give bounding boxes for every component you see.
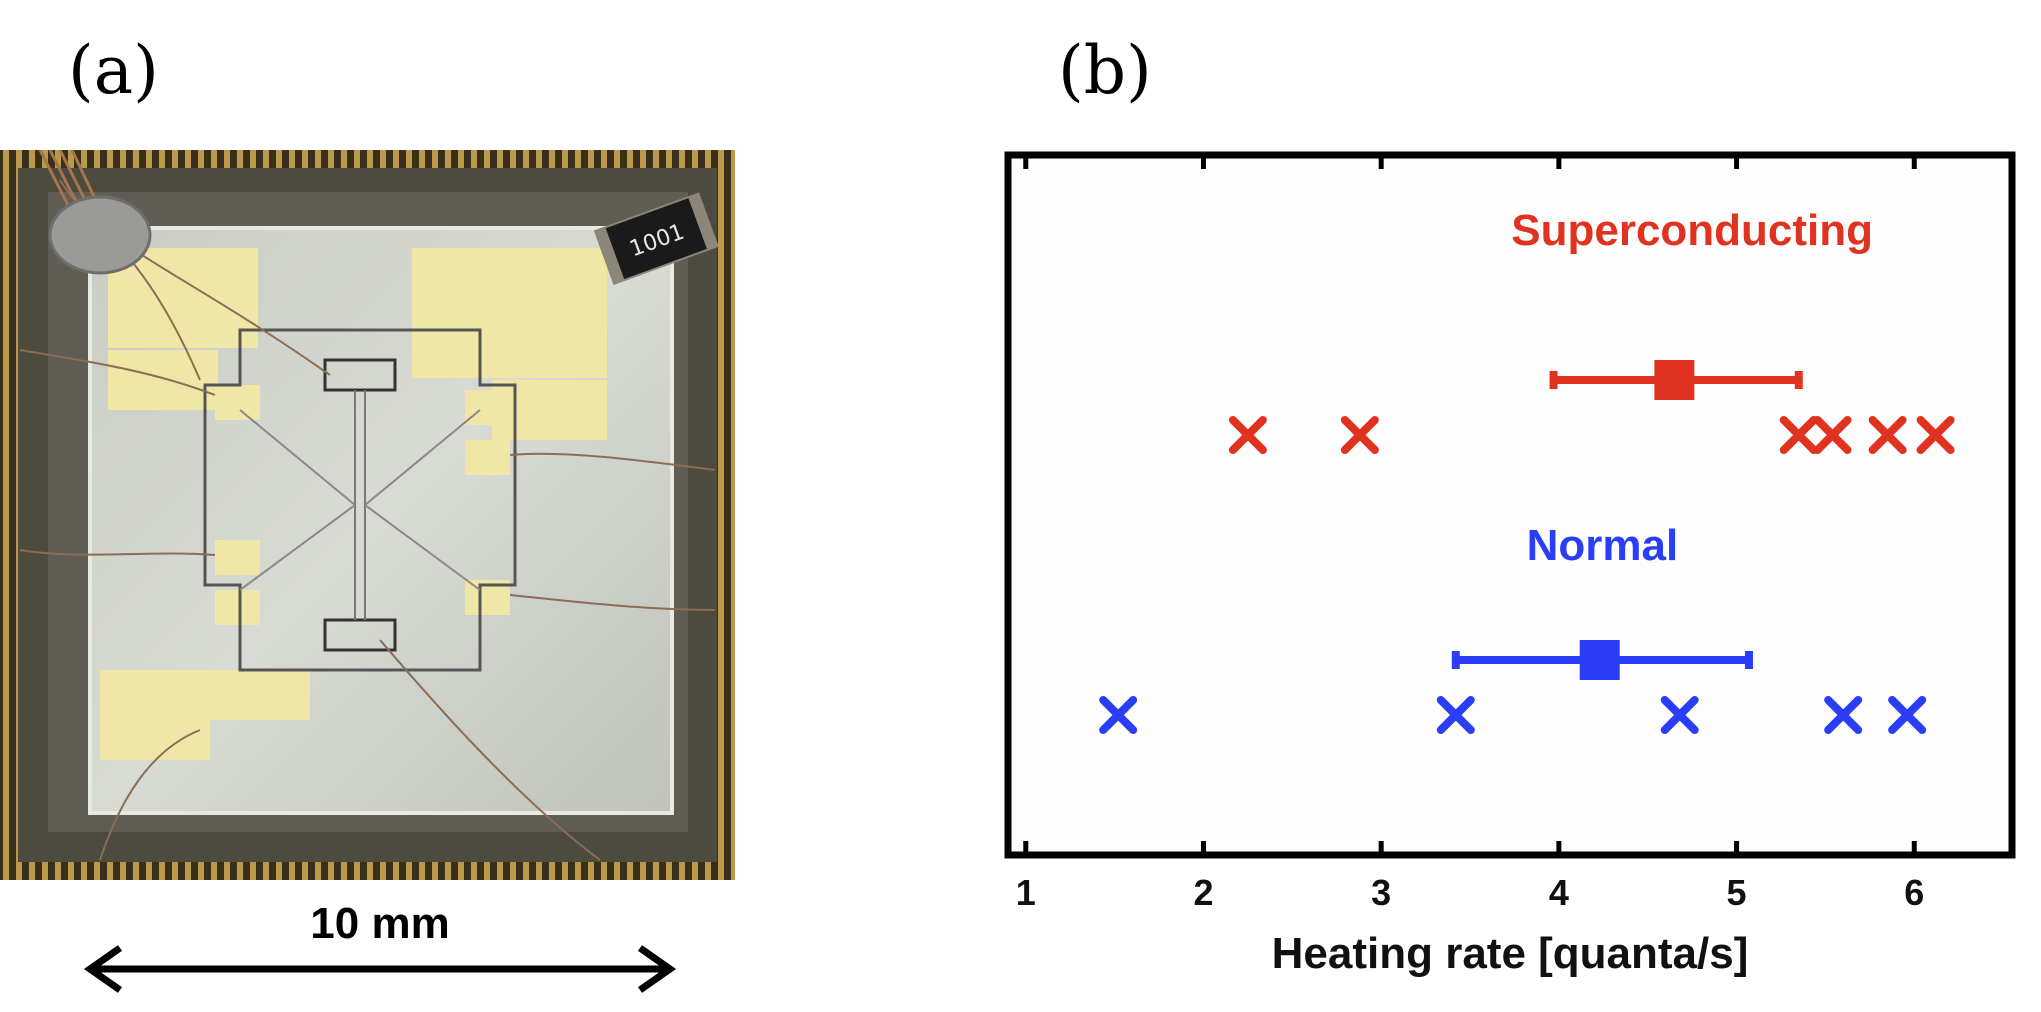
x-tick-label: 6 (1904, 872, 1924, 913)
x-tick-label: 3 (1371, 872, 1391, 913)
scale-arrow-left (83, 945, 123, 993)
x-tick-label: 5 (1727, 872, 1747, 913)
panel-a-label: (a) (68, 32, 159, 109)
x-tick-label: 1 (1016, 872, 1036, 913)
electrode-line (364, 504, 481, 591)
scale-arrow-right (637, 945, 677, 993)
electrode-line (239, 409, 356, 506)
x-ticks (1023, 155, 1917, 855)
data-point (1824, 696, 1863, 734)
series-1: Normal (1099, 521, 1927, 734)
x-tick-label: 2 (1193, 872, 1213, 913)
data-point (1099, 696, 1138, 734)
data-point (1779, 416, 1818, 454)
data-point (1813, 416, 1852, 454)
series-name-label: Normal (1527, 521, 1679, 570)
mean-marker (1579, 640, 1620, 680)
electrode-line (364, 409, 481, 506)
electrode-outline (203, 328, 517, 672)
solder-blob (48, 195, 152, 275)
electrode-line (239, 504, 356, 591)
data-marks: Superconducting Normal (1099, 206, 1955, 734)
trap-pad-top (323, 358, 397, 392)
x-tick-label: 4 (1549, 872, 1569, 913)
data-point (1888, 696, 1927, 734)
data-point (1228, 416, 1267, 454)
scale-bar-label: 10 mm (310, 899, 449, 948)
smd-resistor: 1001 (593, 192, 719, 286)
series-name-label: Superconducting (1511, 206, 1873, 255)
trap-pad-bottom (323, 618, 397, 652)
series-0: Superconducting (1228, 206, 1955, 454)
data-point (1916, 416, 1955, 454)
chip-photo: 1001 (0, 150, 735, 880)
x-tick-labels: 1 2 3 4 5 6 (1016, 872, 1925, 913)
data-point (1660, 696, 1699, 734)
plot-frame (1004, 151, 2016, 859)
x-axis-label: Heating rate [quanta/s] (1272, 929, 1749, 978)
heating-rate-chart: 1 2 3 4 5 6 Superconducting Normal Heating rat… (1004, 151, 2016, 978)
panel-b-label: (b) (1058, 32, 1152, 109)
data-point (1436, 696, 1475, 734)
data-point (1868, 416, 1907, 454)
data-point (1340, 416, 1379, 454)
scale-bar: 10 mm (83, 899, 677, 993)
mean-marker (1654, 360, 1695, 400)
